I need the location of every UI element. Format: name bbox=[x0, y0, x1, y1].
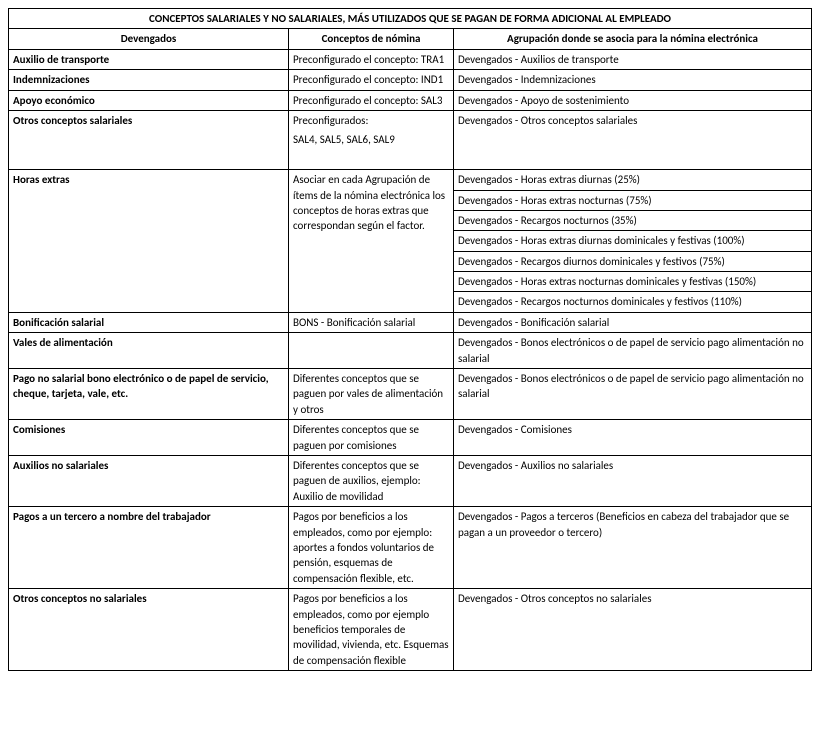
cell-concepto: SAL4, SAL5, SAL6, SAL9 bbox=[289, 130, 454, 149]
table-row: Auxilios no salariales Diferentes concep… bbox=[9, 455, 812, 506]
cell-concepto bbox=[289, 333, 454, 369]
table-row: Comisiones Diferentes conceptos que se p… bbox=[9, 420, 812, 456]
table-title-row: CONCEPTOS SALARIALES Y NO SALARIALES, MÁ… bbox=[9, 9, 812, 29]
table-row: Horas extras Asociar en cada Agrupación … bbox=[9, 170, 812, 190]
table-row: Auxilio de transporte Preconfigurado el … bbox=[9, 49, 812, 69]
cell-concepto: Diferentes conceptos que se paguen de au… bbox=[289, 455, 454, 506]
cell-agrupacion: Devengados - Recargos nocturnos dominica… bbox=[454, 292, 812, 312]
cell-devengado: Bonificación salarial bbox=[9, 312, 289, 332]
cell-concepto: Preconfigurado el concepto: SAL3 bbox=[289, 90, 454, 110]
cell-agrupacion: Devengados - Bonificación salarial bbox=[454, 312, 812, 332]
table-row: Otros conceptos no salariales Pagos por … bbox=[9, 589, 812, 671]
cell-agrupacion: Devengados - Otros conceptos salariales bbox=[454, 110, 812, 130]
cell-concepto: BONS - Bonificación salarial bbox=[289, 312, 454, 332]
header-agrupacion: Agrupación donde se asocia para la nómin… bbox=[454, 29, 812, 49]
cell-agrupacion: Devengados - Recargos nocturnos (35%) bbox=[454, 210, 812, 230]
table-row: SAL4, SAL5, SAL6, SAL9 bbox=[9, 130, 812, 149]
cell-agrupacion bbox=[454, 130, 812, 149]
cell-agrupacion: Devengados - Horas extras nocturnas domi… bbox=[454, 272, 812, 292]
cell-concepto: Preconfigurado el concepto: TRA1 bbox=[289, 49, 454, 69]
cell-devengado: Apoyo económico bbox=[9, 90, 289, 110]
table-row: Vales de alimentación Devengados - Bonos… bbox=[9, 333, 812, 369]
cell-agrupacion: Devengados - Horas extras nocturnas (75%… bbox=[454, 190, 812, 210]
table-title: CONCEPTOS SALARIALES Y NO SALARIALES, MÁ… bbox=[9, 9, 812, 29]
cell-concepto: Diferentes conceptos que se paguen por c… bbox=[289, 420, 454, 456]
cell-agrupacion: Devengados - Horas extras diurnas domini… bbox=[454, 231, 812, 251]
cell-agrupacion: Devengados - Bonos electrónicos o de pap… bbox=[454, 369, 812, 420]
cell-devengado: Comisiones bbox=[9, 420, 289, 456]
cell-agrupacion: Devengados - Recargos diurnos dominicale… bbox=[454, 251, 812, 271]
cell-devengado: Otros conceptos no salariales bbox=[9, 589, 289, 671]
cell-agrupacion: Devengados - Indemnizaciones bbox=[454, 70, 812, 90]
table-row: Pagos a un tercero a nombre del trabajad… bbox=[9, 507, 812, 589]
cell-agrupacion: Devengados - Auxilios no salariales bbox=[454, 455, 812, 506]
cell-agrupacion: Devengados - Auxilios de transporte bbox=[454, 49, 812, 69]
cell-devengado: Otros conceptos salariales bbox=[9, 110, 289, 130]
cell-concepto: Diferentes conceptos que se paguen por v… bbox=[289, 369, 454, 420]
cell-devengado: Vales de alimentación bbox=[9, 333, 289, 369]
cell-devengado: Auxilio de transporte bbox=[9, 49, 289, 69]
table-row: Apoyo económico Preconfigurado el concep… bbox=[9, 90, 812, 110]
cell-agrupacion: Devengados - Otros conceptos no salarial… bbox=[454, 589, 812, 671]
cell-concepto: Asociar en cada Agrupación de ítems de l… bbox=[289, 170, 454, 313]
cell-concepto: Pagos por beneficios a los empleados, co… bbox=[289, 507, 454, 589]
salary-concepts-table: CONCEPTOS SALARIALES Y NO SALARIALES, MÁ… bbox=[8, 8, 812, 671]
cell-concepto: Pagos por beneficios a los empleados, co… bbox=[289, 589, 454, 671]
cell-agrupacion: Devengados - Bonos electrónicos o de pap… bbox=[454, 333, 812, 369]
cell-devengado bbox=[9, 130, 289, 149]
cell-agrupacion: Devengados - Apoyo de sostenimiento bbox=[454, 90, 812, 110]
table-row-spacer bbox=[9, 150, 812, 170]
table-row: Bonificación salarial BONS - Bonificació… bbox=[9, 312, 812, 332]
table-header-row: Devengados Conceptos de nómina Agrupació… bbox=[9, 29, 812, 49]
cell-agrupacion: Devengados - Comisiones bbox=[454, 420, 812, 456]
cell-agrupacion: Devengados - Pagos a terceros (Beneficio… bbox=[454, 507, 812, 589]
cell-agrupacion: Devengados - Horas extras diurnas (25%) bbox=[454, 170, 812, 190]
table-row: Otros conceptos salariales Preconfigurad… bbox=[9, 110, 812, 130]
cell-concepto: Preconfigurado el concepto: IND1 bbox=[289, 70, 454, 90]
cell-devengado: Indemnizaciones bbox=[9, 70, 289, 90]
cell-devengado: Pago no salarial bono electrónico o de p… bbox=[9, 369, 289, 420]
header-conceptos: Conceptos de nómina bbox=[289, 29, 454, 49]
header-devengados: Devengados bbox=[9, 29, 289, 49]
cell-concepto: Preconfigurados: bbox=[289, 110, 454, 130]
cell-devengado: Auxilios no salariales bbox=[9, 455, 289, 506]
table-row: Pago no salarial bono electrónico o de p… bbox=[9, 369, 812, 420]
cell-devengado: Pagos a un tercero a nombre del trabajad… bbox=[9, 507, 289, 589]
cell-devengado: Horas extras bbox=[9, 170, 289, 313]
table-row: Indemnizaciones Preconfigurado el concep… bbox=[9, 70, 812, 90]
